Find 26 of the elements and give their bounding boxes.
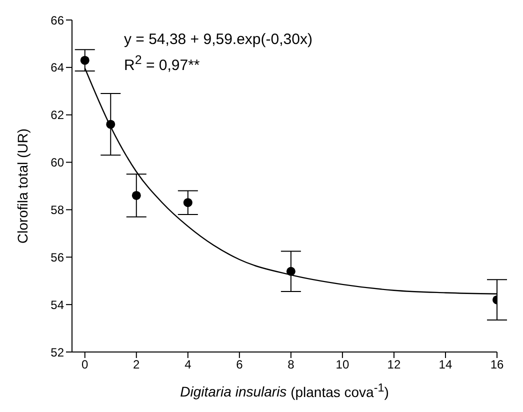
y-tick-label: 52 (50, 345, 64, 360)
x-tick-label: 10 (336, 358, 350, 372)
x-tick-label: 4 (184, 358, 192, 372)
point (286, 266, 296, 276)
x-tick-label: 12 (387, 358, 401, 372)
y-tick-label: 56 (50, 250, 64, 264)
x-axis-title: Digitaria insularis (plantas cova$^{-1}$) (180, 381, 389, 400)
y-tick-label: 60 (50, 156, 64, 170)
x-tick-label: 6 (236, 358, 244, 372)
y-tick-label: 66 (50, 13, 64, 28)
point (80, 56, 90, 65)
x-tick-label: 0 (82, 358, 89, 372)
annotation: y = 54,38 + 9,59.exp(-0,30x) (124, 31, 312, 48)
y-tick-label: 58 (50, 202, 64, 217)
y-tick-label: 64 (50, 60, 64, 75)
x-tick-label: 14 (438, 358, 452, 372)
x-tick-label: 8 (288, 358, 295, 372)
annotation: R$^{2}$ = 0,97** (124, 53, 200, 74)
y-axis-title: Clorofila total (UR) (15, 128, 32, 244)
x-tick-label: 16 (490, 358, 504, 372)
point (106, 120, 116, 129)
point (132, 190, 141, 200)
point (183, 198, 192, 208)
x-tick-label: 2 (133, 358, 140, 372)
y-tick-label: 54 (50, 298, 64, 312)
y-tick-label: 62 (50, 108, 64, 122)
